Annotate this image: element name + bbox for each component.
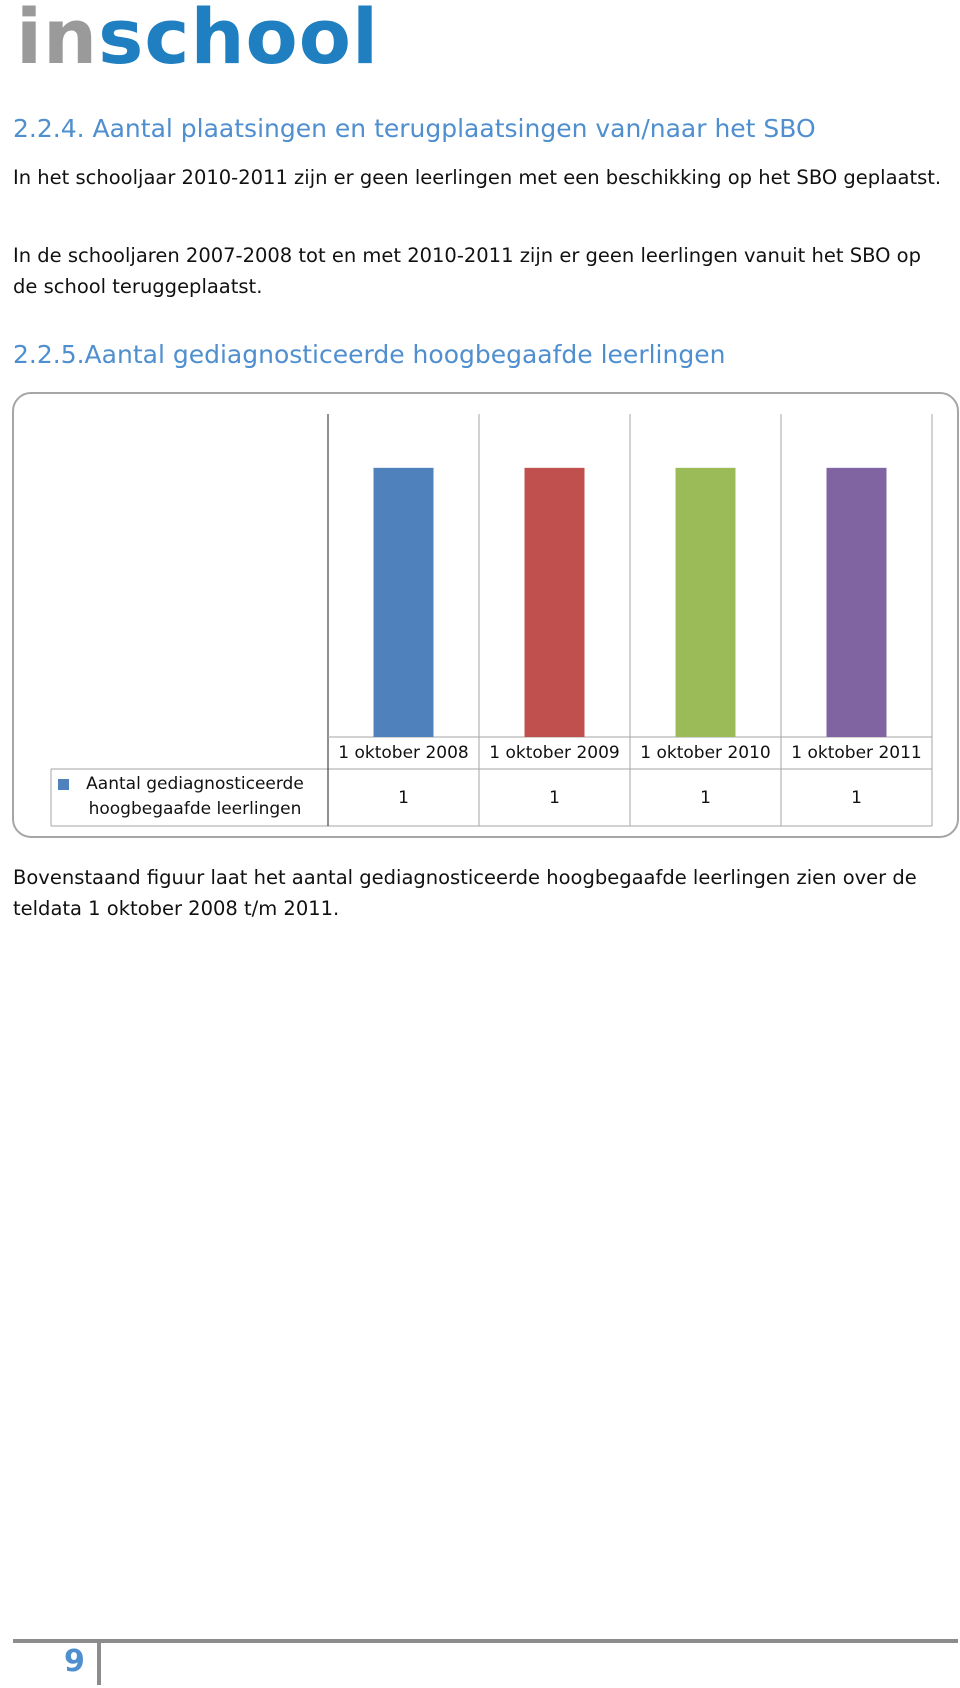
bar <box>524 467 585 737</box>
table-value: 1 <box>549 788 560 808</box>
bar <box>675 467 736 737</box>
heading: 2.2.4. Aantal plaatsingen en terugplaats… <box>13 114 816 143</box>
legend-label: Aantal gediagnosticeerde hoogbegaafde le… <box>86 774 304 819</box>
category-label: 1 oktober 2008 <box>338 743 468 763</box>
paragraph: In het schooljaar 2010-2011 zijn er geen… <box>13 166 942 189</box>
logo-part: in <box>16 0 99 81</box>
bar <box>373 467 434 737</box>
category-label: 1 oktober 2009 <box>489 743 619 763</box>
page-number: 9 <box>64 1644 85 1679</box>
bar <box>826 467 887 737</box>
table-value: 1 <box>700 788 711 808</box>
chart-frame <box>12 392 959 838</box>
caption: Bovenstaand figuur laat het aantal gedia… <box>13 866 917 920</box>
logo: inschool <box>16 0 379 81</box>
legend-marker <box>58 779 69 790</box>
logo-part: school <box>98 0 380 81</box>
table-value: 1 <box>398 788 409 808</box>
category-label: 1 oktober 2011 <box>791 743 921 763</box>
paragraph: In de schooljaren 2007-2008 tot en met 2… <box>13 244 921 298</box>
heading: 2.2.5.Aantal gediagnosticeerde hoogbegaa… <box>13 340 726 369</box>
table-value: 1 <box>851 788 862 808</box>
category-label: 1 oktober 2010 <box>640 743 770 763</box>
